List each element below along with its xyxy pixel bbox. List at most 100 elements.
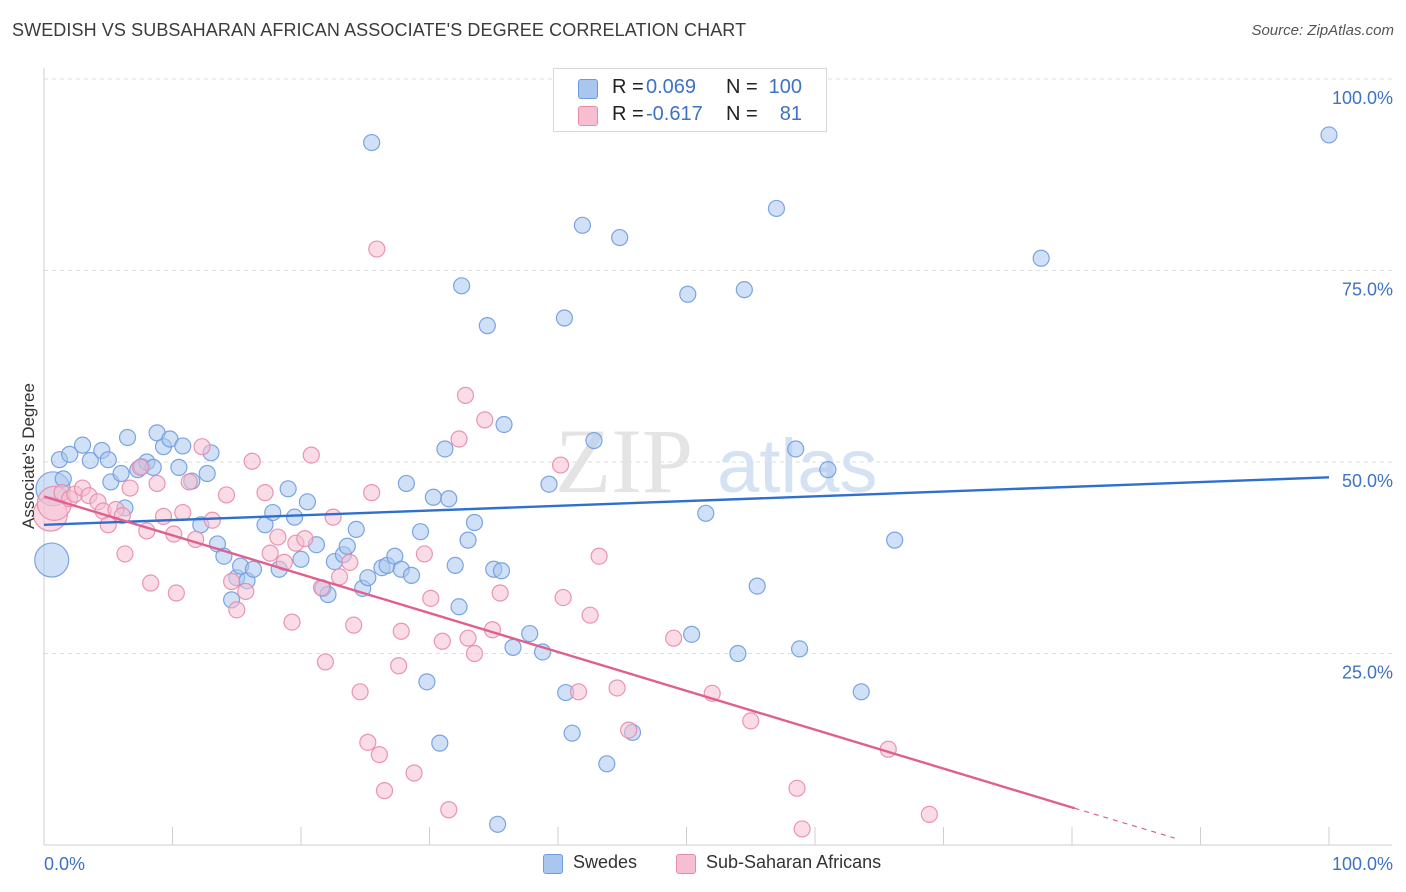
swedes-point [453,277,471,295]
africans-point [341,553,359,571]
swedes-point [555,309,574,327]
watermark: ZIP atlas [555,410,878,512]
africans-point [237,582,255,601]
correlation-legend: R = 0.069 N = 100 R = -0.617 N = 81 [553,68,827,132]
africans-point [368,240,386,258]
series-legend: Swedes Sub-Saharan Africans [0,852,1406,876]
swedes-point [402,566,421,584]
swedes-point [298,493,317,511]
africans-point [167,584,185,602]
africans-point [788,779,806,797]
africans-trend-line [43,495,1075,810]
swedes-point [852,683,870,701]
africans-point [390,657,408,675]
africans-point [793,820,811,838]
y-tick-label: 50.0% [1342,471,1393,491]
swedes-point [450,598,468,616]
africans-trend-extension [1074,807,1175,839]
swedes-point [347,520,365,539]
legend-row-swedes: R = 0.069 N = 100 [554,73,826,101]
swedes-point [767,199,786,218]
swedes-point [886,531,904,549]
africans-point [116,545,134,563]
series-label-swedes: Swedes [573,852,638,872]
trend-lines [43,476,1330,839]
axes [43,68,1392,846]
africans-point [99,516,117,534]
swedes-point [118,428,137,447]
africans-point [223,572,241,591]
africans-point [620,721,638,739]
swedes-point [170,458,188,476]
africans-point [228,601,246,619]
africans-point [121,479,139,497]
swedes-point [504,638,522,656]
africans-point [142,574,160,592]
swedes-point [492,562,511,580]
africans-point [330,568,349,586]
swedes-point [285,508,304,526]
swedes-point [459,531,477,549]
africans-point [345,616,363,634]
swedes-point [436,440,454,458]
swedes-point [431,734,449,752]
africans-point [405,764,423,782]
data-points [32,126,1338,838]
africans-point [665,629,683,647]
africans-point [370,746,388,764]
africans-point [456,386,475,404]
watermark-zip: ZIP [555,410,693,512]
swedes-point [495,415,513,434]
swedes-point [521,624,539,643]
swedes-point [264,503,282,522]
africans-point [324,508,342,526]
africans-point [351,683,369,701]
chart-title: SWEDISH VS SUBSAHARAN AFRICAN ASSOCIATE'… [12,20,747,40]
swedes-point [174,437,192,455]
africans-point [359,733,377,751]
series-swatch-swedes [543,854,563,874]
swedes-point [411,523,430,541]
legend-r-value: -0.617 [646,103,703,125]
swedes-point [363,133,381,152]
africans-point [554,588,572,607]
swedes-point [540,475,558,493]
africans-point [217,486,236,504]
africans-point [193,438,211,456]
swedes-point [112,464,130,483]
swedes-point [790,640,809,658]
africans-point [569,683,588,701]
swedes-point [611,228,629,247]
swedes-point [465,513,484,532]
swedes-point [1032,249,1050,267]
legend-n-label: N = [726,76,758,98]
africans-point [450,430,468,448]
series-swatch-africans [676,854,696,874]
africans-point [440,801,458,819]
africans-point [154,507,173,525]
swedes-point [748,577,766,595]
africans-point [433,632,451,650]
swedes-point [1320,126,1338,144]
legend-swatch-africans [578,106,598,126]
swedes-point [244,560,263,578]
legend-r-label: R = [612,76,644,98]
swedes-point [478,317,496,335]
swedes-point [440,490,458,508]
y-tick-label: 25.0% [1342,663,1393,683]
africans-point [261,544,279,562]
y-axis-label: Associate's Degree [19,383,38,529]
swedes-point [418,673,436,691]
swedes-point [397,474,415,493]
africans-point [465,644,484,663]
africans-point [742,712,760,730]
swedes-point [292,550,310,568]
swedes-point [424,488,442,506]
swedes-point [697,504,715,522]
swedes-trend-line [43,476,1330,527]
africans-point [148,474,166,493]
africans-point [415,545,433,563]
chart-source: Source: ZipAtlas.com [1251,22,1394,39]
swedes-point [81,451,99,470]
